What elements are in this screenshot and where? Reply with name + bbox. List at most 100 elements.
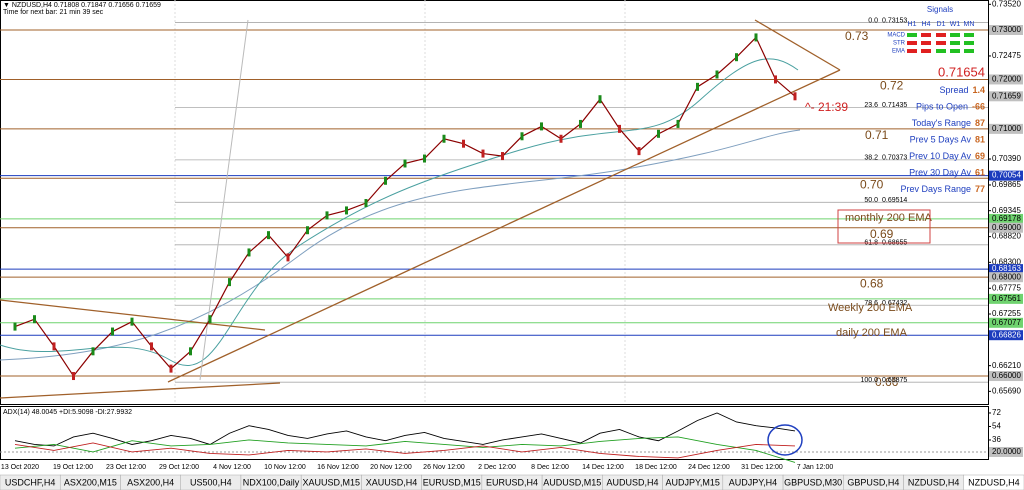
y-tick-label: 0.68820 <box>992 232 1021 241</box>
adx-marker-box <box>989 446 1023 457</box>
y-tick-label: 0.73520 <box>992 0 1021 8</box>
series-layer <box>13 33 797 381</box>
price-marker-box <box>989 25 1023 36</box>
signal-cell <box>921 33 931 37</box>
info-value: 77 <box>975 184 985 194</box>
candle <box>559 134 563 143</box>
candle <box>286 253 290 262</box>
date-label: 23 Oct 12:00 <box>106 464 146 471</box>
adx-tick-label: 54 <box>992 422 1001 431</box>
y-tick-label: 0.65690 <box>992 386 1021 395</box>
candle <box>481 149 485 158</box>
info-row: Prev 5 Days Av 81 <box>910 135 985 145</box>
symbol-line: ▼ NZDUSD,H4 0.71808 0.71847 0.71656 0.71… <box>3 2 161 9</box>
tab-label[interactable]: US500,H4 <box>190 477 232 487</box>
fib-price: 0.65875 <box>882 377 907 384</box>
info-value: 1.4 <box>972 85 985 95</box>
tab-label[interactable]: AUDJPY,H4 <box>729 477 777 487</box>
y-tick-label: 0.67775 <box>992 283 1021 292</box>
tab-label[interactable]: USDCHF,H4 <box>5 477 56 487</box>
candle <box>403 159 407 168</box>
trendline <box>167 69 841 383</box>
price-marker-label: 0.71659 <box>992 91 1021 100</box>
tab-label[interactable]: AUDUSD,M15 <box>543 477 601 487</box>
level-label: 0.69 <box>870 227 894 241</box>
candle <box>754 33 758 42</box>
fib-level: 0.0 <box>868 17 878 24</box>
date-label: 26 Nov 12:00 <box>423 464 465 471</box>
tab-label[interactable]: AUDJPY,M15 <box>666 477 720 487</box>
signal-cell <box>936 49 946 53</box>
price-marker-box <box>989 213 1023 224</box>
candle <box>208 315 212 324</box>
tab-label[interactable]: EURUSD,M15 <box>423 477 481 487</box>
price-marker-label: 0.70054 <box>992 171 1021 180</box>
tab-label[interactable]: GBPUSD,H4 <box>847 477 899 487</box>
candle <box>735 53 738 62</box>
candle <box>462 139 465 148</box>
fib-price: 0.69514 <box>882 197 907 204</box>
date-label: 13 Oct 2020 <box>1 464 39 471</box>
tab[interactable] <box>963 474 1024 490</box>
candle <box>130 317 134 326</box>
date-label: 29 Oct 12:00 <box>159 464 199 471</box>
tab-label[interactable]: NZDUSD,H4 <box>968 477 1020 487</box>
info-row: Today's Range 87 <box>912 118 985 128</box>
candle <box>228 278 231 287</box>
candle <box>442 134 446 143</box>
date-label: 14 Dec 12:00 <box>582 464 624 471</box>
date-label: 31 Dec 12:00 <box>741 464 783 471</box>
timeframe: H1 <box>908 21 917 28</box>
tab-label[interactable]: XAUUSD,H4 <box>366 477 418 487</box>
tab-label[interactable]: AUDUSD,H4 <box>606 477 658 487</box>
candle <box>13 322 17 331</box>
level-label: 0.68 <box>860 276 884 290</box>
price-marker-box <box>989 371 1023 382</box>
signal-cell <box>907 49 917 53</box>
signal-name: EMA <box>892 49 905 55</box>
tab-label[interactable]: NDX100,Daily <box>243 477 300 487</box>
date-axis: 13 Oct 2020 19 Oct 12:00 23 Oct 12:00 29 Oc… <box>1 464 833 471</box>
signal-cell <box>964 49 974 53</box>
price-marker-box <box>989 293 1023 304</box>
candle <box>793 92 797 101</box>
info-value: 61 <box>975 168 985 178</box>
tab-label[interactable]: ASX200,M15 <box>64 477 117 487</box>
tab-label[interactable]: NZDUSD,H4 <box>908 477 960 487</box>
date-label: 20 Nov 12:00 <box>370 464 412 471</box>
info-value: 81 <box>975 135 985 145</box>
candle <box>267 231 270 240</box>
price-marker-box <box>989 170 1023 181</box>
candle <box>91 347 95 356</box>
signal-cell <box>950 49 960 53</box>
price-marker-label: 0.73000 <box>992 25 1021 34</box>
price-marker-label: 0.68000 <box>992 272 1021 281</box>
tab-label[interactable]: GBPUSD,M30 <box>784 477 842 487</box>
signal-cell <box>907 33 917 37</box>
candle <box>715 70 719 79</box>
price-marker-label: 0.66826 <box>992 330 1021 339</box>
candle <box>657 129 660 138</box>
adx-frame <box>0 406 989 460</box>
date-label: 18 Dec 12:00 <box>635 464 677 471</box>
signal-cell <box>950 41 960 45</box>
adx-title: ADX(14) 48.0045 +DI:5.9098 -DI:27.9932 <box>3 409 132 416</box>
tab-label[interactable]: EURUSD,H4 <box>486 477 538 487</box>
candle <box>384 176 387 185</box>
signal-name: MACD <box>887 33 905 39</box>
fib-price: 0.70373 <box>882 155 907 162</box>
signal-name: STR <box>893 41 906 47</box>
price-marker-box <box>989 222 1023 233</box>
tab-label[interactable]: ASX200,H4 <box>127 477 174 487</box>
level-label: 0.73 <box>845 29 869 43</box>
info-label: Pips to Open <box>916 102 968 112</box>
date-label: 8 Dec 12:00 <box>531 464 569 471</box>
adx-marker-label: 20.0000 <box>992 447 1021 456</box>
date-label: 7 Jan 12:00 <box>797 464 834 471</box>
tab-label[interactable]: XAUUSD,M15 <box>303 477 361 487</box>
y-tick-label: 0.70390 <box>992 154 1021 163</box>
price-marker-label: 0.67561 <box>992 294 1021 303</box>
info-row: Prev 10 Day Av 69 <box>909 151 985 161</box>
level-label: 0.72 <box>880 79 904 93</box>
